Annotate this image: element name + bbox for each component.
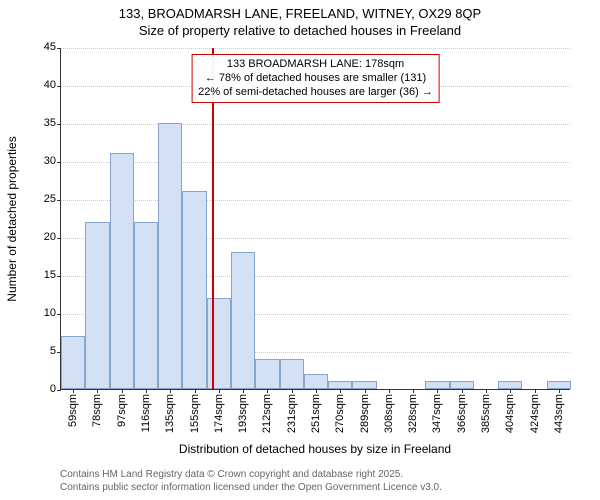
xtick-label: 116sqm bbox=[140, 389, 152, 432]
xtick-label: 443sqm bbox=[553, 389, 565, 433]
histogram-bar bbox=[182, 191, 206, 389]
xtick-label: 308sqm bbox=[383, 389, 395, 433]
ytick-label: 10 bbox=[44, 307, 61, 319]
xtick-label: 212sqm bbox=[261, 389, 273, 433]
grid-line bbox=[61, 162, 570, 163]
ytick-label: 0 bbox=[50, 383, 61, 395]
xtick-label: 231sqm bbox=[286, 389, 298, 433]
xtick-label: 289sqm bbox=[359, 389, 371, 433]
xtick-label: 193sqm bbox=[237, 389, 249, 433]
xtick-label: 135sqm bbox=[164, 389, 176, 433]
ytick-label: 5 bbox=[50, 345, 61, 357]
histogram-bar bbox=[547, 381, 571, 389]
annotation-line: ← 78% of detached houses are smaller (13… bbox=[198, 72, 433, 86]
histogram-bar bbox=[158, 123, 182, 389]
y-axis-label: Number of detached properties bbox=[5, 136, 19, 301]
x-axis-label: Distribution of detached houses by size … bbox=[60, 442, 570, 456]
xtick-label: 59sqm bbox=[67, 389, 79, 427]
ytick-label: 30 bbox=[44, 155, 61, 167]
xtick-label: 328sqm bbox=[407, 389, 419, 433]
footer-line2: Contains public sector information licen… bbox=[60, 481, 442, 494]
xtick-label: 366sqm bbox=[456, 389, 468, 433]
annotation-box: 133 BROADMARSH LANE: 178sqm← 78% of deta… bbox=[191, 54, 440, 103]
ytick-label: 35 bbox=[44, 117, 61, 129]
xtick-label: 385sqm bbox=[480, 389, 492, 433]
chart-title: 133, BROADMARSH LANE, FREELAND, WITNEY, … bbox=[0, 0, 600, 40]
ytick-label: 25 bbox=[44, 193, 61, 205]
grid-line bbox=[61, 48, 570, 49]
grid-line bbox=[61, 124, 570, 125]
histogram-bar bbox=[255, 359, 279, 389]
title-line2: Size of property relative to detached ho… bbox=[0, 23, 600, 40]
xtick-label: 97sqm bbox=[116, 389, 128, 427]
xtick-label: 270sqm bbox=[334, 389, 346, 433]
xtick-label: 155sqm bbox=[189, 389, 201, 433]
histogram-bar bbox=[304, 374, 328, 389]
footer-attribution: Contains HM Land Registry data © Crown c… bbox=[60, 468, 442, 494]
ytick-label: 40 bbox=[44, 79, 61, 91]
histogram-bar bbox=[425, 381, 449, 389]
histogram-bar bbox=[450, 381, 474, 389]
xtick-label: 347sqm bbox=[431, 389, 443, 433]
title-line1: 133, BROADMARSH LANE, FREELAND, WITNEY, … bbox=[0, 6, 600, 23]
histogram-bar bbox=[231, 252, 255, 389]
histogram-bar bbox=[85, 222, 109, 389]
grid-line bbox=[61, 200, 570, 201]
xtick-label: 78sqm bbox=[91, 389, 103, 427]
footer-line1: Contains HM Land Registry data © Crown c… bbox=[60, 468, 442, 481]
ytick-label: 45 bbox=[44, 41, 61, 53]
histogram-bar bbox=[207, 298, 231, 389]
histogram-bar bbox=[328, 381, 352, 389]
plot-area: 05101520253035404559sqm78sqm97sqm116sqm1… bbox=[60, 48, 570, 390]
ytick-label: 20 bbox=[44, 231, 61, 243]
xtick-label: 251sqm bbox=[310, 389, 322, 433]
histogram-bar bbox=[498, 381, 522, 389]
annotation-line: 22% of semi-detached houses are larger (… bbox=[198, 86, 433, 100]
ytick-label: 15 bbox=[44, 269, 61, 281]
histogram-bar bbox=[134, 222, 158, 389]
annotation-line: 133 BROADMARSH LANE: 178sqm bbox=[198, 58, 433, 72]
xtick-label: 404sqm bbox=[504, 389, 516, 433]
xtick-label: 174sqm bbox=[213, 389, 225, 433]
xtick-label: 424sqm bbox=[529, 389, 541, 433]
histogram-bar bbox=[352, 381, 376, 389]
histogram-bar bbox=[110, 153, 134, 389]
histogram-bar bbox=[61, 336, 85, 389]
histogram-bar bbox=[280, 359, 304, 389]
